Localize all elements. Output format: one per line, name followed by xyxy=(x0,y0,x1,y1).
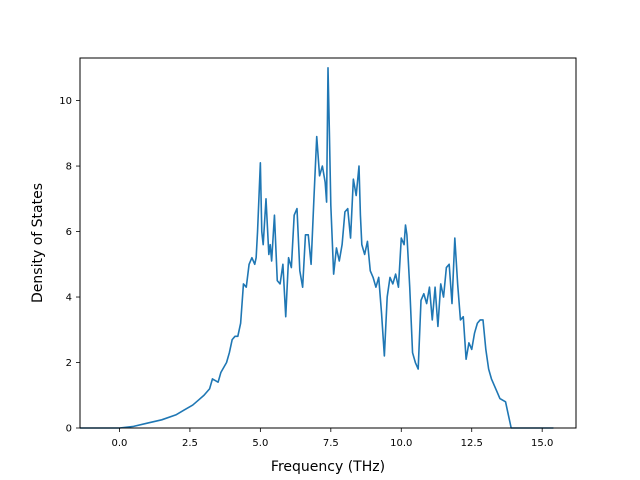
y-tick-label: 4 xyxy=(66,293,72,304)
x-tick-label: 15.0 xyxy=(531,438,553,449)
y-tick-label: 0 xyxy=(66,424,72,435)
y-axis-label: Density of States xyxy=(30,183,46,303)
data-layer xyxy=(80,67,554,429)
x-tick-label: 10.0 xyxy=(390,438,412,449)
x-tick-label: 12.5 xyxy=(461,438,483,449)
x-tick-label: 0.0 xyxy=(112,438,128,449)
y-tick-label: 8 xyxy=(66,162,72,173)
y-tick-label: 10 xyxy=(59,96,72,107)
y-tick-label: 2 xyxy=(66,358,72,369)
series-line-0 xyxy=(80,67,554,429)
x-tick-label: 7.5 xyxy=(323,438,339,449)
y-axis-ticks: 0 2 4 6 8 10 xyxy=(59,96,80,435)
x-tick-label: 2.5 xyxy=(182,438,198,449)
plot-frame xyxy=(79,57,577,429)
x-tick-label: 5.0 xyxy=(252,438,268,449)
y-tick-label: 6 xyxy=(66,227,72,238)
x-axis-label: Frequency (THz) xyxy=(271,459,385,475)
x-axis-ticks: 0.0 2.5 5.0 7.5 10.0 12.5 15.0 xyxy=(112,428,553,449)
